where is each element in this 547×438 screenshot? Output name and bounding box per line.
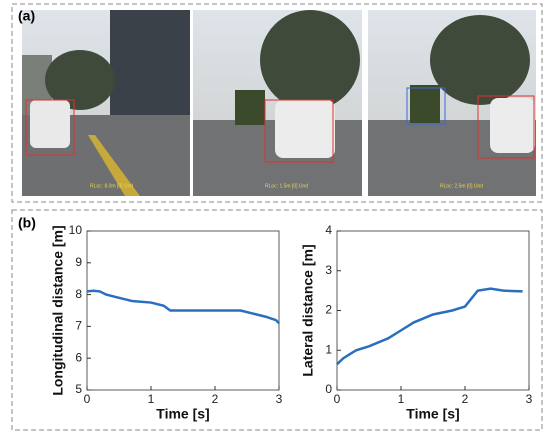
- x-axis-label: Time [s]: [156, 406, 209, 422]
- data-line: [336, 287, 523, 366]
- x-tick-label: 1: [398, 392, 405, 406]
- x-tick-label: 0: [84, 392, 91, 406]
- plot-frame: [86, 230, 280, 391]
- y-tick-label: 2: [325, 303, 332, 317]
- y-tick-label: 6: [75, 350, 82, 364]
- y-axis-label: Longitudinal distance [m]: [50, 225, 66, 395]
- image-caption: RLoc: 8.0m [0] Und: [90, 183, 133, 189]
- y-tick-label: 3: [325, 263, 332, 277]
- y-tick-label: 4: [325, 223, 332, 237]
- panel-a-border: [11, 3, 543, 203]
- panel-b-border: [11, 209, 543, 431]
- x-tick-label: 3: [526, 392, 533, 406]
- photo-1: [22, 10, 190, 196]
- x-tick-label: 3: [276, 392, 283, 406]
- y-tick-label: 1: [325, 342, 332, 356]
- x-tick-label: 1: [148, 392, 155, 406]
- plot-frame: [336, 230, 530, 391]
- x-tick-label: 2: [462, 392, 469, 406]
- image-caption: RLoc: 1.5m [0] Und: [265, 183, 308, 189]
- data-line: [86, 289, 280, 325]
- image-caption: RLoc: 2.5m [0] Und: [440, 183, 483, 189]
- photo-2: [193, 10, 362, 196]
- y-tick-label: 10: [69, 223, 83, 237]
- x-axis-label: Time [s]: [406, 406, 459, 422]
- y-tick-label: 5: [75, 382, 82, 396]
- panel-label: (a): [18, 8, 35, 24]
- y-tick-label: 9: [75, 255, 82, 269]
- y-tick-label: 0: [325, 382, 332, 396]
- y-tick-label: 7: [75, 319, 82, 333]
- x-tick-label: 2: [212, 392, 219, 406]
- photo-3: [368, 10, 536, 196]
- panel-label: (b): [18, 215, 36, 231]
- y-axis-label: Lateral distance [m]: [300, 244, 316, 376]
- y-tick-label: 8: [75, 287, 82, 301]
- x-tick-label: 0: [334, 392, 341, 406]
